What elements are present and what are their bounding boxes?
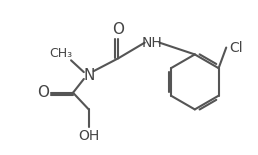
Text: NH: NH: [141, 36, 162, 50]
Text: N: N: [83, 68, 94, 83]
Text: O: O: [112, 22, 124, 37]
Text: OH: OH: [78, 129, 99, 143]
Text: Cl: Cl: [229, 41, 243, 55]
Text: CH₃: CH₃: [50, 47, 73, 60]
Text: O: O: [38, 85, 50, 100]
